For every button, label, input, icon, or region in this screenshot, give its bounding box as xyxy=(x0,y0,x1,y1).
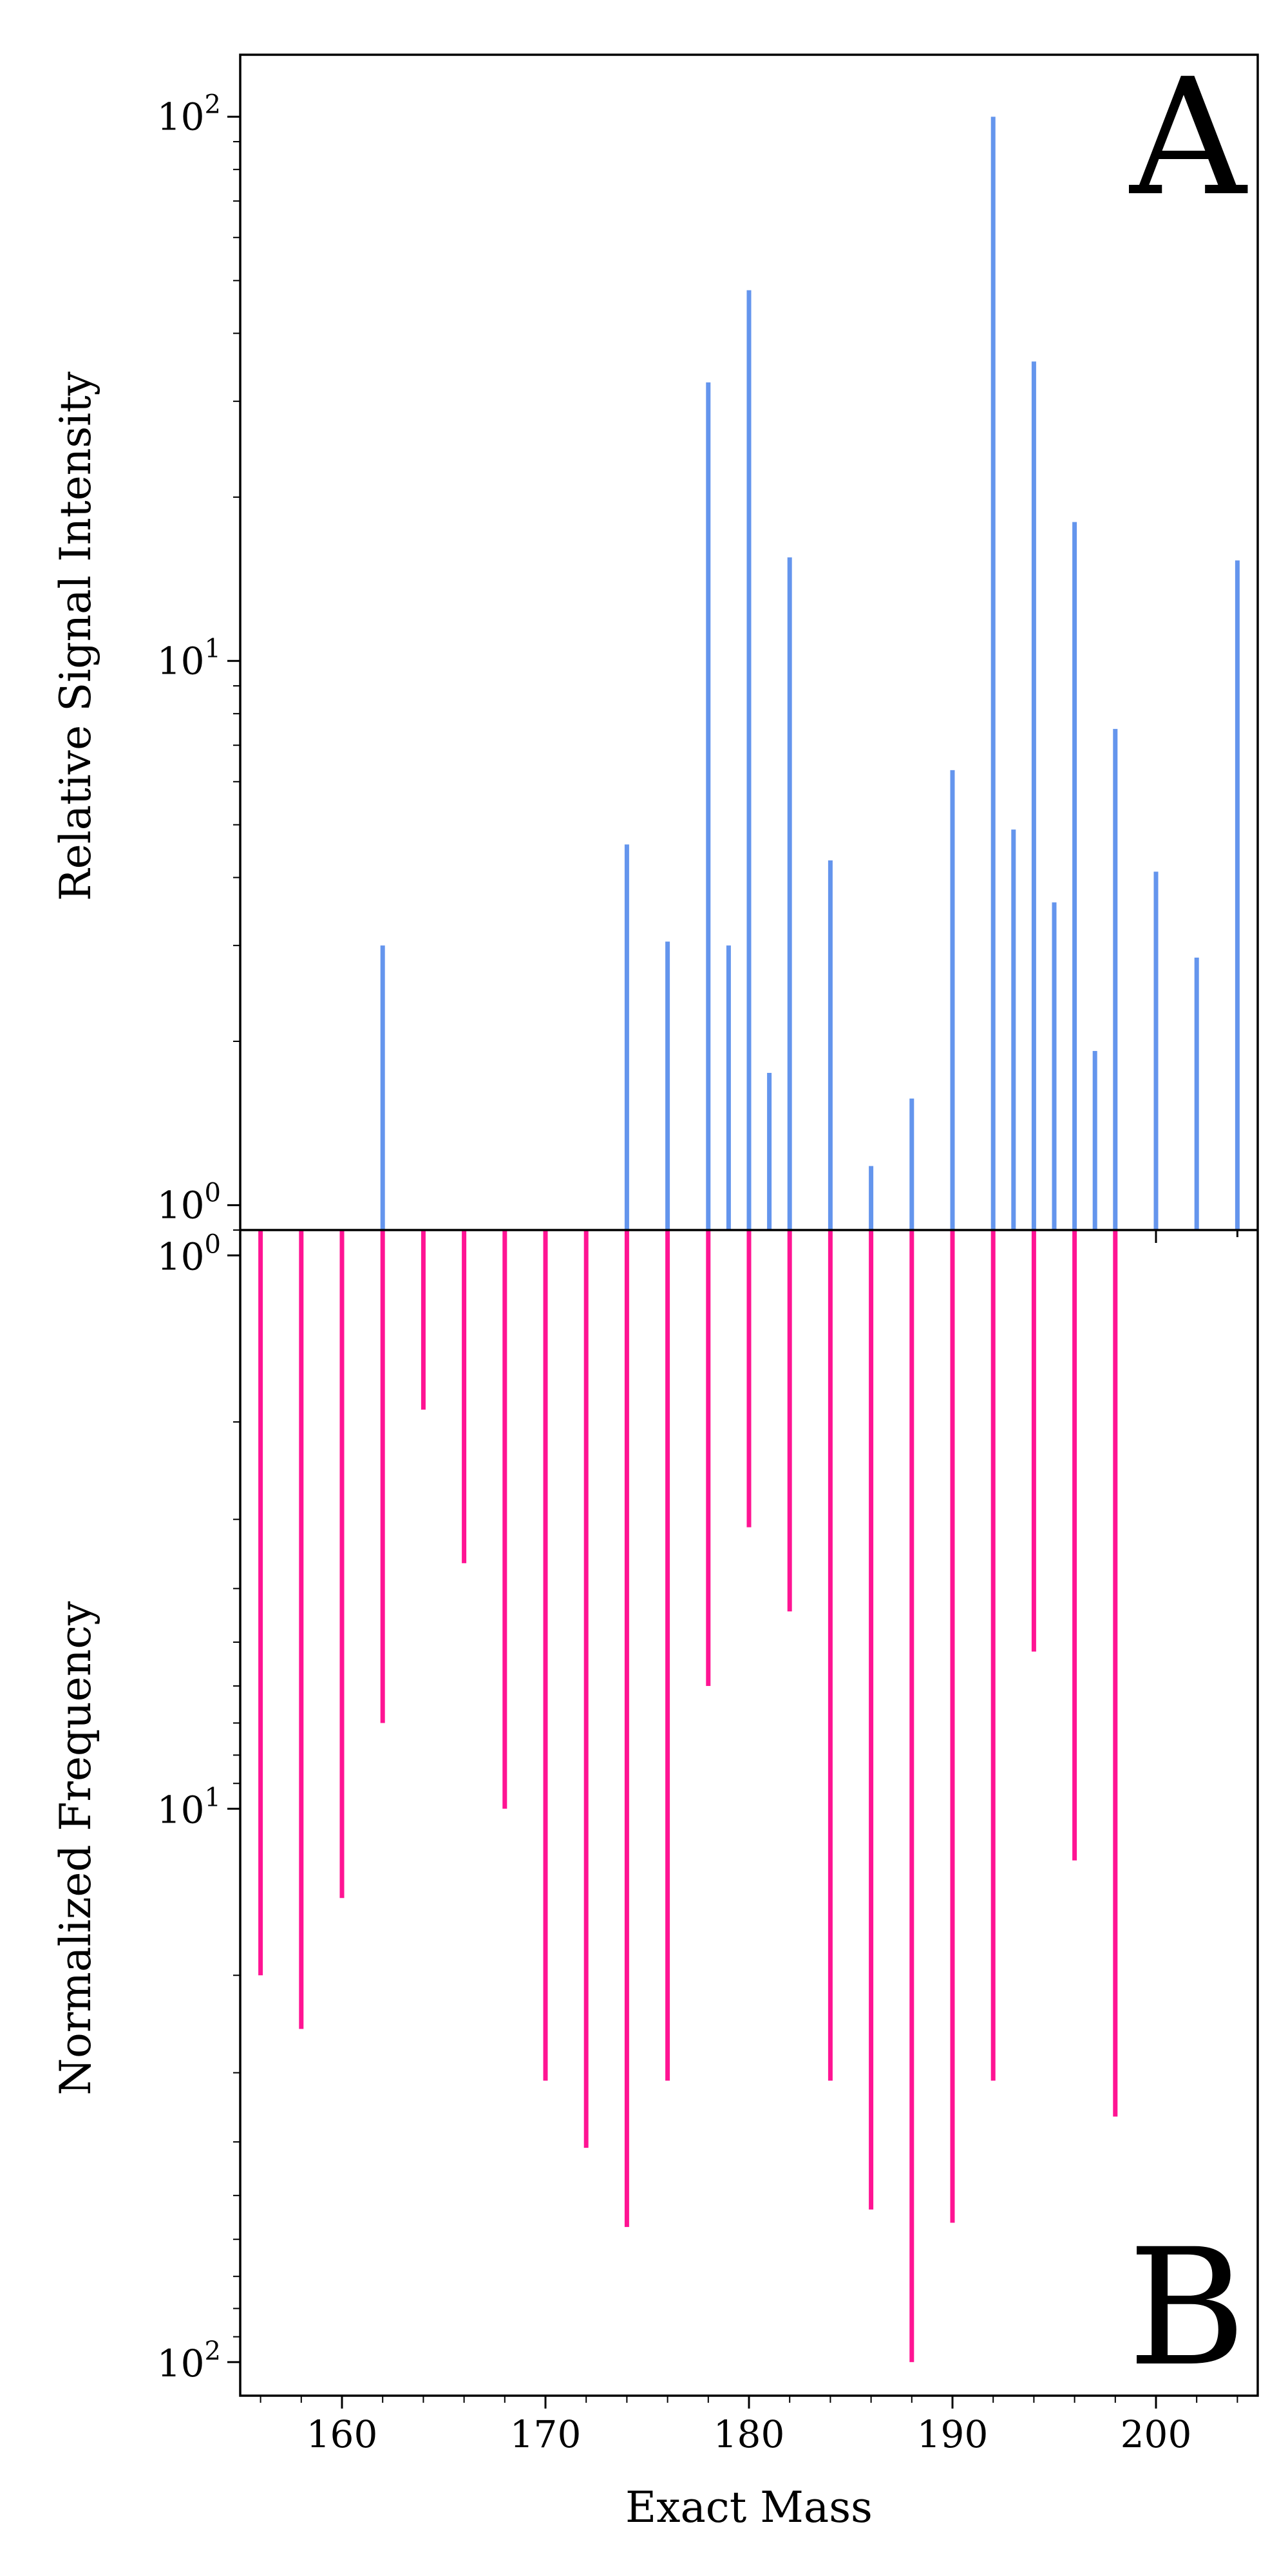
y-axis-title-top: Relative Signal Intensity xyxy=(51,371,100,901)
bar-a-179 xyxy=(726,945,731,1230)
panel-label-b: B xyxy=(1128,2214,1246,2401)
bar-a-188 xyxy=(909,1098,914,1230)
bar-b-186 xyxy=(869,1230,874,2210)
bar-a-193 xyxy=(1011,829,1016,1230)
bar-a-176 xyxy=(665,942,670,1230)
y-axis-title-bottom: Normalized Frequency xyxy=(51,1601,100,2096)
x-axis-title: Exact Mass xyxy=(625,2483,873,2532)
y-tick-label-b-1e2: 102 xyxy=(157,2336,221,2385)
bar-a-200 xyxy=(1153,871,1159,1230)
y-tick-label-b-1e0: 100 xyxy=(157,1229,221,1278)
bar-b-162 xyxy=(380,1230,385,1723)
x-tick-label-170: 170 xyxy=(510,2412,582,2456)
y-tick-label-a-1e1: 101 xyxy=(157,634,221,683)
bar-b-198 xyxy=(1113,1230,1118,2117)
bar-b-164 xyxy=(421,1230,426,1410)
bar-a-194 xyxy=(1031,361,1036,1230)
x-tick-label-190: 190 xyxy=(917,2412,989,2456)
x-tick-label-200: 200 xyxy=(1121,2412,1192,2456)
bar-b-190 xyxy=(950,1230,955,2223)
bar-a-202 xyxy=(1194,957,1199,1230)
bar-a-196 xyxy=(1072,522,1077,1230)
bar-a-198 xyxy=(1113,728,1118,1230)
bar-a-186 xyxy=(869,1166,874,1230)
bar-b-180 xyxy=(746,1230,752,1528)
bar-a-162 xyxy=(380,945,385,1230)
y-tick-label-b-1e1: 101 xyxy=(157,1783,221,1832)
bar-a-195 xyxy=(1052,902,1057,1230)
bar-a-192 xyxy=(990,117,996,1230)
bar-a-204 xyxy=(1235,560,1240,1230)
bar-b-166 xyxy=(462,1230,467,1564)
bar-a-190 xyxy=(950,770,955,1230)
x-tick-label-180: 180 xyxy=(714,2412,785,2456)
bar-a-181 xyxy=(767,1072,772,1230)
bar-a-174 xyxy=(624,844,629,1230)
bar-b-158 xyxy=(299,1230,304,2029)
bar-b-172 xyxy=(583,1230,589,2148)
bar-b-188 xyxy=(909,1230,914,2362)
bar-b-192 xyxy=(990,1230,996,2081)
y-tick-label-a-1e0: 100 xyxy=(157,1178,221,1227)
bar-b-194 xyxy=(1031,1230,1036,1652)
bar-a-197 xyxy=(1092,1050,1097,1230)
bar-b-168 xyxy=(502,1230,507,1809)
bar-b-176 xyxy=(665,1230,670,2081)
y-tick-label-a-1e2: 102 xyxy=(157,90,221,138)
x-tick-label-160: 160 xyxy=(307,2412,378,2456)
bar-b-174 xyxy=(624,1230,629,2228)
bar-b-196 xyxy=(1072,1230,1077,1861)
bar-b-160 xyxy=(339,1230,345,1899)
bar-b-156 xyxy=(258,1230,263,1976)
bar-b-170 xyxy=(543,1230,548,2081)
panel-a-relative-signal xyxy=(380,117,1240,1231)
bar-b-184 xyxy=(828,1230,833,2081)
axes-frame: 100 101 102 100 101 102 160 170 180 190 200 xyxy=(157,53,1259,2456)
bar-b-182 xyxy=(787,1230,792,1612)
bar-a-178 xyxy=(706,382,711,1231)
bar-a-180 xyxy=(746,290,752,1231)
panel-label-a: A xyxy=(1128,44,1247,231)
bar-a-184 xyxy=(828,860,833,1230)
bar-b-178 xyxy=(706,1230,711,1686)
bar-a-182 xyxy=(787,557,792,1231)
panel-b-normalized-frequency xyxy=(258,1230,1118,2362)
